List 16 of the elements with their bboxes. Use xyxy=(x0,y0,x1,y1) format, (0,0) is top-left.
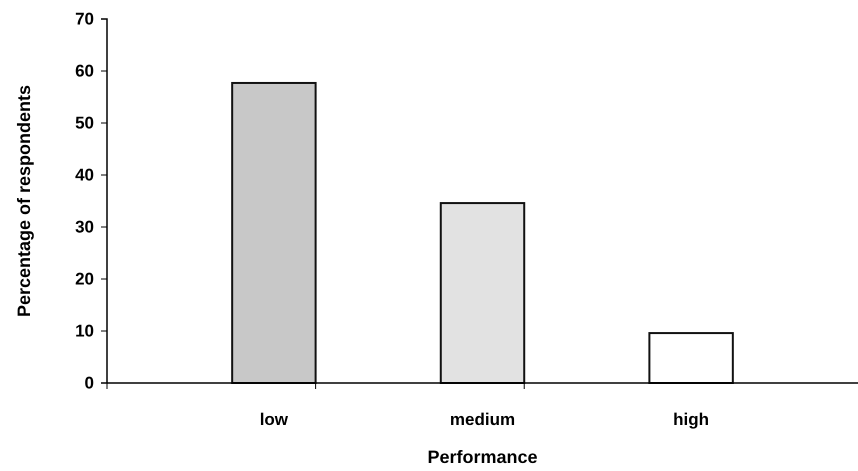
y-tick-label: 10 xyxy=(75,321,94,340)
y-tick-label: 50 xyxy=(75,113,94,132)
x-tick-label: medium xyxy=(450,410,516,429)
x-axis-title: Performance xyxy=(427,447,538,467)
y-tick-label: 70 xyxy=(75,9,94,28)
y-tick-label: 0 xyxy=(84,373,94,392)
bar xyxy=(440,202,526,384)
y-tick-label: 40 xyxy=(75,165,94,184)
y-tick-label: 20 xyxy=(75,269,94,288)
y-tick-label: 60 xyxy=(75,61,94,80)
x-tick-label: low xyxy=(260,410,289,429)
y-tick-label: 30 xyxy=(75,217,94,236)
y-axis-title: Percentage of respondents xyxy=(14,84,34,318)
bar xyxy=(231,82,317,384)
bar xyxy=(648,332,734,384)
x-tick-label: high xyxy=(673,410,710,429)
